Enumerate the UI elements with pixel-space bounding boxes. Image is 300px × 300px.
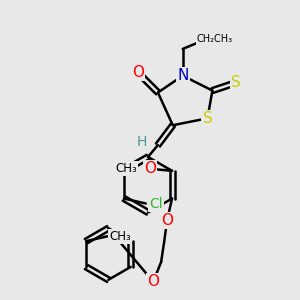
Text: O: O [132,65,144,80]
Text: O: O [144,161,156,176]
Text: CH₃: CH₃ [109,230,130,243]
Text: CH₂CH₃: CH₂CH₃ [196,34,232,44]
Text: O: O [161,213,173,228]
Text: N: N [177,68,188,83]
Text: S: S [202,111,212,126]
Text: S: S [231,75,241,90]
Text: O: O [147,274,159,289]
Text: CH₃: CH₃ [116,162,137,175]
Text: Cl: Cl [149,196,163,211]
Text: H: H [137,135,147,149]
